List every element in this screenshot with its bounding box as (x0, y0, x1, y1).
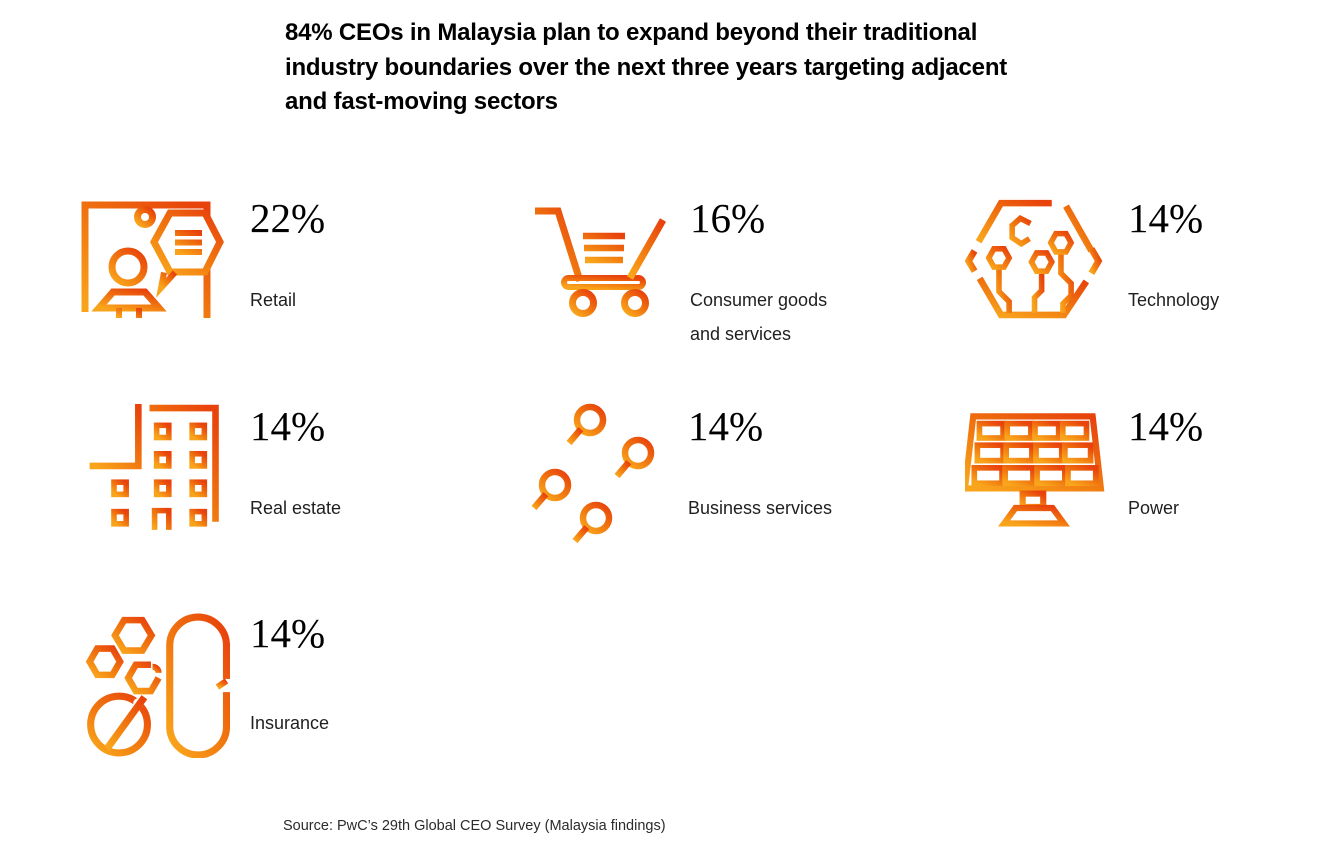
sector-text: 14% Technology (1128, 195, 1219, 310)
sector-text: 14% Power (1128, 403, 1204, 518)
title-line-2: industry boundaries over the next three … (285, 53, 1008, 81)
building-icon (89, 404, 219, 534)
sector-card-business-services: 14% Business services (523, 403, 923, 578)
page-title: 84% CEOs in Malaysia plan to expand beyo… (285, 16, 1165, 120)
sector-label-line-2: and services (690, 324, 792, 344)
solar-panel-icon (965, 413, 1105, 527)
sector-label: Consumer goods and services (690, 283, 827, 351)
sector-value: 22% (250, 195, 326, 241)
sector-label: Power (1128, 498, 1180, 518)
sector-card-retail: 22% Retail (75, 195, 505, 370)
sector-value: 14% (250, 403, 326, 449)
sector-card-consumer-goods: 16% Consumer goods and services (525, 195, 925, 370)
source-note: Source: PwC’s 29th Global CEO Survey (Ma… (283, 818, 666, 834)
pill-capsule-icon (85, 613, 230, 758)
retail-icon (81, 201, 224, 320)
sector-card-power: 14% Power (965, 403, 1335, 578)
sector-text: 16% Consumer goods and services (690, 195, 827, 344)
sector-label: Business services (688, 498, 833, 518)
title-line-3: and fast-moving sectors (285, 88, 558, 115)
sector-value: 14% (1128, 195, 1204, 241)
title-line-1: 84% CEOs in Malaysia plan to expand beyo… (285, 19, 978, 46)
sector-label: Technology (1128, 290, 1220, 310)
sector-text: 14% Insurance (250, 610, 329, 733)
sector-value: 14% (1128, 403, 1204, 449)
sector-label-line-1: Consumer goods (690, 290, 828, 310)
sliders-icon (523, 403, 663, 543)
shopping-cart-icon (535, 207, 667, 317)
sector-label: Insurance (250, 713, 330, 733)
sector-text: 22% Retail (250, 195, 326, 310)
sector-value: 14% (688, 403, 764, 449)
sector-card-insurance: 14% Insurance (75, 610, 505, 785)
sector-card-technology: 14% Technology (965, 195, 1335, 370)
sector-value: 14% (250, 610, 326, 656)
sector-label: Retail (250, 290, 297, 310)
technology-icon (965, 199, 1103, 319)
sector-card-real-estate: 14% Real estate (75, 403, 505, 578)
sector-value: 16% (690, 195, 766, 241)
sector-label: Real estate (250, 498, 342, 518)
sector-text: 14% Real estate (250, 403, 341, 518)
sector-text: 14% Business services (688, 403, 832, 518)
